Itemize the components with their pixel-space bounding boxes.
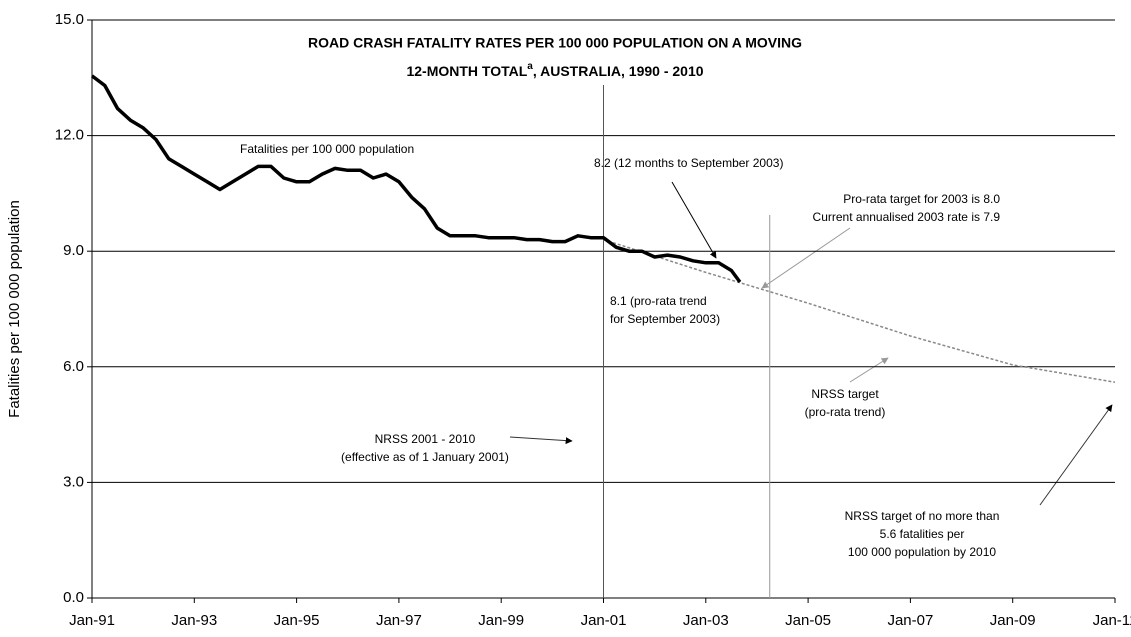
x-tick-label: Jan-91	[69, 612, 115, 629]
y-tick-label: 6.0	[63, 358, 84, 375]
series-line	[603, 238, 1116, 383]
annotation: Current annualised 2003 rate is 7.9	[813, 210, 1001, 224]
annotation: for September 2003)	[610, 312, 720, 326]
y-axis-label: Fatalities per 100 000 population	[6, 200, 23, 418]
arrow	[849, 357, 889, 383]
annotation: 8.2 (12 months to September 2003)	[594, 156, 783, 170]
arrow	[509, 436, 573, 445]
title-part: 12-MONTH TOTAL	[406, 63, 527, 79]
x-tick-label: Jan-09	[990, 612, 1036, 629]
annotation: NRSS target	[811, 387, 879, 401]
y-tick-label: 12.0	[55, 127, 84, 144]
x-tick-label: Jan-05	[785, 612, 831, 629]
arrow	[671, 181, 717, 259]
annotation: (effective as of 1 January 2001)	[341, 450, 509, 464]
chart-title: 12-MONTH TOTALa, AUSTRALIA, 1990 - 2010	[406, 61, 703, 79]
title-footnote: a	[527, 61, 533, 72]
x-tick-label: Jan-07	[887, 612, 933, 629]
annotation: (pro-rata trend)	[805, 405, 886, 419]
series-label: Fatalities per 100 000 population	[240, 142, 414, 156]
arrows	[509, 181, 1113, 506]
x-tick-label: Jan-01	[581, 612, 627, 629]
x-tick-label: Jan-99	[478, 612, 524, 629]
annotation: NRSS target of no more than	[845, 509, 1000, 523]
x-tick-label: Jan-03	[683, 612, 729, 629]
y-tick-label: 9.0	[63, 242, 84, 259]
chart-title: ROAD CRASH FATALITY RATES PER 100 000 PO…	[308, 35, 802, 51]
arrow	[1039, 404, 1113, 506]
title-part: , AUSTRALIA, 1990 - 2010	[533, 63, 704, 79]
annotation: NRSS 2001 - 2010	[375, 432, 476, 446]
series-line	[90, 74, 742, 284]
annotation: 5.6 fatalities per	[880, 527, 965, 541]
x-tick-label: Jan-93	[171, 612, 217, 629]
annotation: Pro-rata target for 2003 is 8.0	[843, 192, 1000, 206]
y-tick-label: 0.0	[63, 589, 84, 606]
arrow	[761, 227, 851, 289]
y-tick-label: 3.0	[63, 473, 84, 490]
x-tick-label: Jan-95	[274, 612, 320, 629]
annotation: 100 000 population by 2010	[848, 545, 996, 559]
x-tick-label: Jan-97	[376, 612, 422, 629]
annotation: 8.1 (pro-rata trend	[610, 294, 707, 308]
y-tick-label: 15.0	[55, 11, 84, 28]
x-tick-label: Jan-11	[1093, 612, 1131, 629]
